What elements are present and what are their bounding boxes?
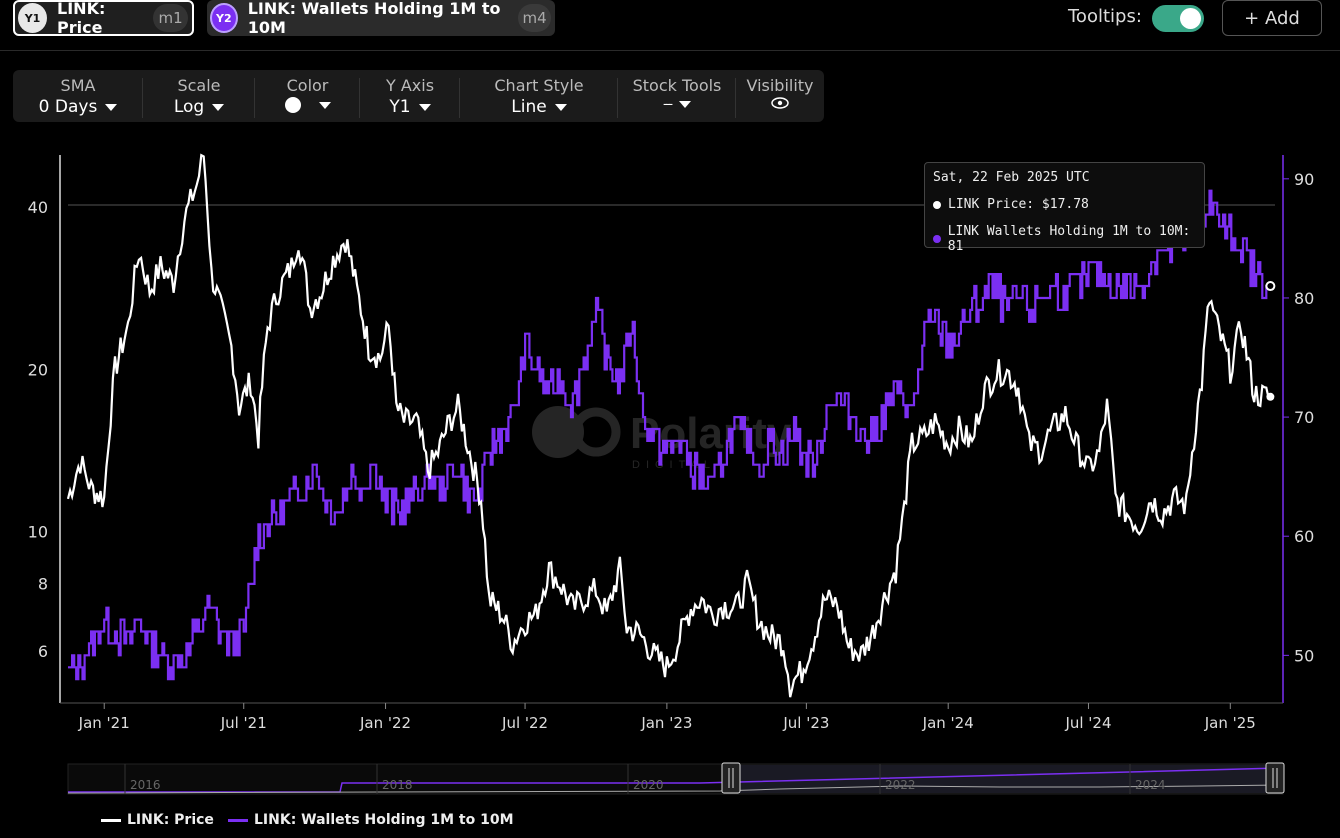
y-right-tick-label: 80 bbox=[1294, 289, 1314, 308]
wallets-hover-marker bbox=[1265, 281, 1276, 292]
navigator-year-label: 2022 bbox=[885, 778, 916, 792]
legend-swatch-price bbox=[101, 818, 121, 822]
navigator-selection bbox=[730, 765, 1275, 793]
chart-style-title: Chart Style bbox=[494, 76, 584, 95]
chart-tooltip: Sat, 22 Feb 2025 UTC LINK Price: $17.78 … bbox=[924, 162, 1205, 254]
navigator[interactable]: 2016 2018 2020 2022 2024 bbox=[67, 762, 1285, 795]
chevron-down-icon bbox=[679, 101, 692, 108]
watermark: Polarity DIGITAL bbox=[532, 406, 792, 471]
navigator-year-label: 2024 bbox=[1135, 778, 1166, 792]
color-title: Color bbox=[286, 76, 329, 95]
series-pill-wallets[interactable]: Y2 LINK: Wallets Holding 1M to 10M m4 bbox=[207, 0, 555, 37]
color-swatch-icon bbox=[284, 97, 301, 113]
y-axis-control[interactable]: Y Axis Y1 bbox=[360, 70, 460, 122]
chevron-down-icon bbox=[105, 103, 118, 111]
x-tick-label: Jul '24 bbox=[1064, 714, 1111, 732]
x-tick-label: Jan '25 bbox=[1204, 714, 1256, 732]
x-tick-label: Jan '24 bbox=[922, 714, 974, 732]
navigator-years: 2016 2018 2020 2022 2024 bbox=[124, 764, 1166, 794]
legend-swatch-wallets bbox=[228, 818, 248, 822]
tooltip-price: LINK Price: $17.78 bbox=[948, 197, 1089, 212]
legend-label-wallets: LINK: Wallets Holding 1M to 10M bbox=[254, 812, 514, 828]
top-bar: Y1 LINK: Price m1 Y2 LINK: Wallets Holdi… bbox=[0, 0, 1340, 51]
navigator-year-label: 2016 bbox=[130, 778, 161, 792]
navigator-year-label: 2020 bbox=[633, 778, 664, 792]
navigator-year-label: 2018 bbox=[382, 778, 413, 792]
chevron-down-icon bbox=[418, 103, 431, 111]
price-bullet-icon bbox=[933, 200, 941, 209]
series-label-price: LINK: Price bbox=[57, 0, 106, 37]
y-axis-title: Y Axis bbox=[385, 76, 435, 95]
chevron-down-icon bbox=[318, 101, 331, 109]
scale-value: Log bbox=[173, 97, 205, 117]
x-tick-label: Jul '22 bbox=[501, 714, 548, 732]
sma-title: SMA bbox=[60, 76, 96, 95]
y-axis-value: Y1 bbox=[389, 97, 411, 117]
x-tick-label: Jan '22 bbox=[359, 714, 411, 732]
stock-tools-title: Stock Tools bbox=[632, 76, 722, 95]
right-y-axis: 50 60 70 80 90 bbox=[1283, 170, 1314, 665]
x-tick-label: Jul '21 bbox=[220, 714, 267, 732]
metric-tag-m4[interactable]: m4 bbox=[518, 4, 551, 32]
series-line-price bbox=[66, 153, 1271, 698]
y-left-tick-label: 40 bbox=[28, 198, 48, 217]
y-right-tick-label: 60 bbox=[1294, 527, 1314, 546]
tooltips-label: Tooltips: bbox=[1068, 6, 1142, 27]
eye-icon bbox=[736, 97, 824, 109]
x-axis: Jan '21 Jul '21 Jan '22 Jul '22 Jan '23 Jul '… bbox=[78, 703, 1256, 732]
tooltip-date: Sat, 22 Feb 2025 UTC bbox=[933, 170, 1090, 185]
visibility-control[interactable]: Visibility bbox=[736, 70, 824, 122]
watermark-logo-icon bbox=[532, 406, 584, 458]
y-left-tick-label: 20 bbox=[28, 360, 48, 379]
y-left-tick-label: 8 bbox=[38, 575, 48, 594]
sma-value: 0 Days bbox=[38, 97, 98, 117]
y2-badge: Y2 bbox=[210, 3, 238, 33]
tooltip-wallets: LINK Wallets Holding 1M to 10M: 81 bbox=[947, 224, 1191, 254]
left-y-axis: 6 8 10 20 40 bbox=[28, 198, 48, 661]
scale-control[interactable]: Scale Log bbox=[143, 70, 255, 122]
wallets-bullet-icon bbox=[933, 235, 941, 243]
y-right-tick-label: 70 bbox=[1294, 408, 1314, 427]
watermark-logo-ring bbox=[571, 407, 621, 457]
y-right-tick-label: 50 bbox=[1294, 646, 1314, 665]
color-control[interactable]: Color bbox=[255, 70, 360, 122]
legend-label-price: LINK: Price bbox=[127, 812, 214, 828]
tooltips-toggle[interactable] bbox=[1152, 5, 1204, 32]
series-label-wallets: LINK: Wallets Holding 1M to 10M bbox=[247, 0, 501, 37]
scale-title: Scale bbox=[177, 76, 221, 95]
series-pill-price[interactable]: Y1 LINK: Price m1 bbox=[13, 0, 194, 37]
watermark-text: Polarity bbox=[630, 409, 792, 458]
chart-toolbar: SMA 0 Days Scale Log Color Y Axis Y1 Cha… bbox=[13, 70, 824, 122]
chart-style-value: Line bbox=[511, 97, 547, 117]
x-tick-label: Jul '23 bbox=[782, 714, 829, 732]
navigator-handle-left bbox=[721, 762, 741, 794]
navigator-handle-right bbox=[1265, 762, 1285, 794]
y-left-tick-label: 10 bbox=[28, 522, 48, 541]
y-left-tick-label: 6 bbox=[38, 642, 48, 661]
legend-item-price[interactable]: LINK: Price bbox=[101, 812, 214, 828]
toggle-knob bbox=[1180, 8, 1201, 29]
series-line-wallets bbox=[68, 165, 1271, 681]
x-tick-label: Jan '23 bbox=[640, 714, 692, 732]
visibility-title: Visibility bbox=[746, 76, 814, 95]
legend-item-wallets[interactable]: LINK: Wallets Holding 1M to 10M bbox=[228, 812, 514, 828]
y-right-tick-label: 90 bbox=[1294, 170, 1314, 189]
metric-tag-m1[interactable]: m1 bbox=[153, 4, 189, 32]
dash-line-icon: --- bbox=[662, 97, 673, 112]
stock-tools-control[interactable]: Stock Tools --- bbox=[618, 70, 736, 122]
sma-control[interactable]: SMA 0 Days bbox=[13, 70, 143, 122]
y1-badge: Y1 bbox=[18, 3, 48, 33]
chart-style-control[interactable]: Chart Style Line bbox=[460, 70, 618, 122]
x-tick-label: Jan '21 bbox=[78, 714, 130, 732]
chevron-down-icon bbox=[554, 103, 567, 111]
chevron-down-icon bbox=[212, 103, 225, 111]
add-button[interactable]: + Add bbox=[1222, 0, 1322, 36]
price-hover-marker bbox=[1266, 392, 1275, 401]
